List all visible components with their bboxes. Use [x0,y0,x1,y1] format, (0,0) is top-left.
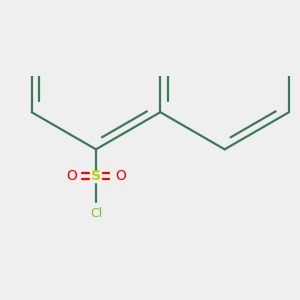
Text: O: O [66,169,77,183]
Text: S: S [91,169,101,183]
Text: Cl: Cl [90,207,102,220]
Text: O: O [115,169,126,183]
